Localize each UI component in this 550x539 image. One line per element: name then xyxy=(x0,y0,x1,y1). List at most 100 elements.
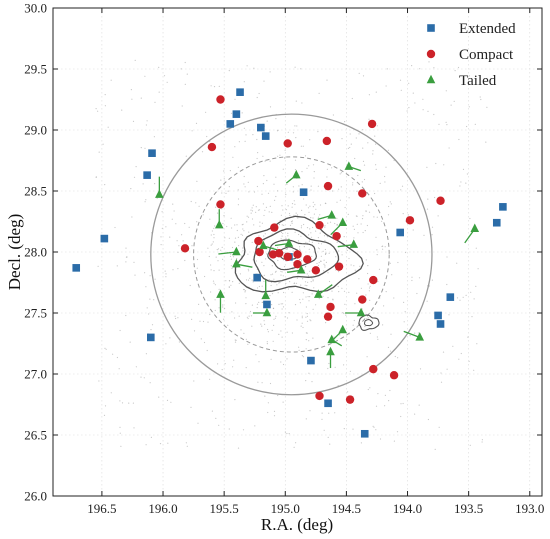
background-dot xyxy=(264,395,266,397)
background-dot xyxy=(211,410,213,412)
background-dot xyxy=(368,290,370,292)
background-dot xyxy=(120,445,122,447)
background-dot xyxy=(287,232,289,234)
background-dot xyxy=(186,445,188,447)
y-tick-label: 27.5 xyxy=(24,306,47,321)
background-dot xyxy=(376,254,378,256)
contour-line xyxy=(358,314,380,331)
background-dot xyxy=(313,287,315,289)
background-dot xyxy=(281,308,283,310)
background-dot xyxy=(224,363,226,365)
background-dot xyxy=(276,284,278,286)
background-dot xyxy=(362,231,364,234)
background-dot xyxy=(237,198,240,200)
background-dot xyxy=(287,131,289,133)
background-dot xyxy=(393,159,395,162)
background-dot xyxy=(452,345,454,347)
background-dot xyxy=(342,312,344,314)
background-dot xyxy=(221,192,223,194)
background-dot xyxy=(199,320,201,322)
background-dot xyxy=(218,307,220,309)
extended-point xyxy=(360,429,369,438)
background-dot xyxy=(231,267,233,270)
background-dot xyxy=(184,222,186,225)
background-dot xyxy=(400,415,402,418)
background-dot xyxy=(310,217,312,219)
background-dot xyxy=(230,253,232,255)
background-dot xyxy=(301,322,303,324)
background-dot xyxy=(248,191,250,193)
background-dot xyxy=(245,134,247,136)
background-dot xyxy=(362,160,365,162)
background-dot xyxy=(210,264,212,266)
background-dot xyxy=(140,376,142,378)
background-dot xyxy=(230,265,232,267)
background-dot xyxy=(287,235,289,237)
background-dot xyxy=(312,206,314,208)
background-dot xyxy=(390,333,392,335)
background-dot xyxy=(334,222,336,225)
background-dot xyxy=(327,367,329,370)
background-dot xyxy=(154,183,156,185)
background-dot xyxy=(176,240,178,242)
background-dot xyxy=(223,318,225,320)
background-dot xyxy=(422,109,424,111)
background-dot xyxy=(256,157,258,160)
background-dot xyxy=(279,220,281,222)
background-dot xyxy=(148,313,150,315)
background-dot xyxy=(181,234,183,236)
background-dot xyxy=(125,261,127,263)
extended-point xyxy=(143,171,151,179)
background-dot xyxy=(251,241,253,243)
background-dot xyxy=(153,299,155,301)
background-dot xyxy=(190,200,192,203)
x-tick-label: 195.0 xyxy=(271,501,300,516)
background-dot xyxy=(291,203,294,205)
background-dot xyxy=(245,303,247,305)
background-dot xyxy=(335,256,337,258)
background-dot xyxy=(177,268,179,270)
background-dot xyxy=(258,92,260,95)
background-dot xyxy=(365,210,367,212)
compact-point xyxy=(358,189,367,198)
background-dot xyxy=(427,198,429,200)
x-tick-label: 196.5 xyxy=(87,501,116,516)
background-dot xyxy=(237,189,239,191)
background-dot xyxy=(213,237,215,239)
background-dot xyxy=(237,236,239,238)
background-dot xyxy=(282,168,284,170)
background-dot xyxy=(286,331,288,333)
radius-circles xyxy=(150,113,433,396)
background-dot xyxy=(149,298,151,300)
background-dot xyxy=(418,277,421,279)
background-dot xyxy=(273,278,275,280)
background-dot xyxy=(270,274,272,276)
background-dot xyxy=(354,157,356,160)
extended-point xyxy=(396,228,404,237)
background-dot xyxy=(388,400,390,402)
background-dot xyxy=(467,336,469,338)
background-dot xyxy=(200,338,202,340)
background-dot xyxy=(125,314,127,317)
background-dot xyxy=(161,227,163,229)
background-dot xyxy=(237,447,240,449)
background-dot xyxy=(133,261,135,263)
background-dot xyxy=(275,176,277,178)
background-galaxy-dots xyxy=(95,59,488,450)
background-dot xyxy=(236,224,238,226)
background-dot xyxy=(263,214,265,217)
background-dot xyxy=(352,428,354,430)
background-dot xyxy=(247,317,249,320)
background-dot xyxy=(308,211,310,213)
background-dot xyxy=(446,368,448,370)
background-dot xyxy=(291,220,293,222)
background-dot xyxy=(312,217,314,219)
background-dot xyxy=(369,332,371,334)
background-dot xyxy=(295,137,297,139)
background-dot xyxy=(256,138,258,141)
background-dot xyxy=(359,265,361,267)
background-dot xyxy=(239,273,241,275)
background-dot xyxy=(311,255,313,257)
background-dot xyxy=(253,224,255,226)
background-dot xyxy=(298,349,300,351)
